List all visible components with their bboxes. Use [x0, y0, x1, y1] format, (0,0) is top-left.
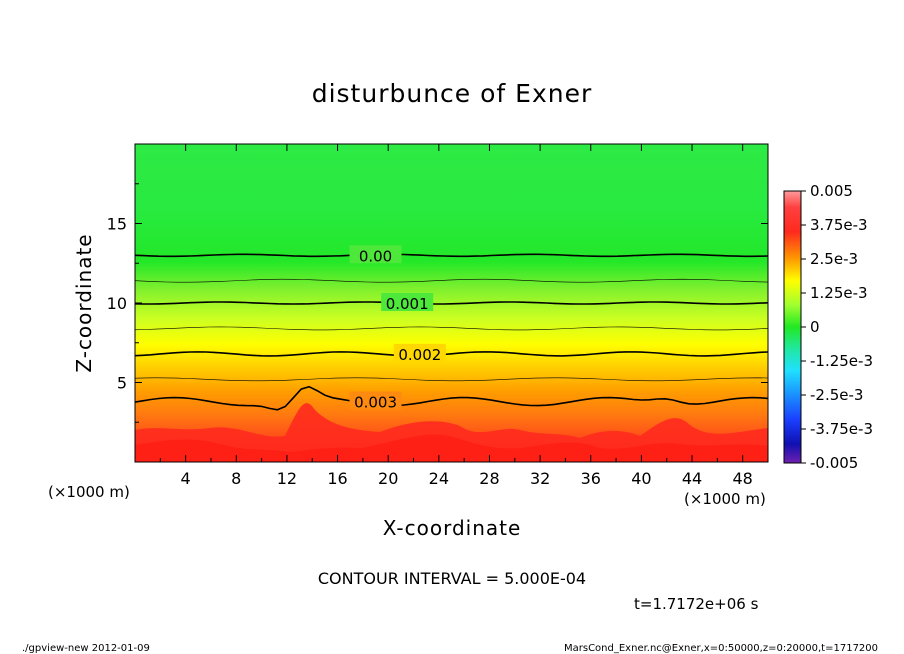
- contour-label: 0.002: [398, 346, 441, 364]
- y-tick-label: 15: [107, 215, 127, 234]
- x-tick-label: 32: [530, 469, 550, 488]
- chart-title: disturbunce of Exner: [312, 79, 593, 108]
- x-tick-label: 44: [682, 469, 702, 488]
- contour-line: [134, 253, 769, 258]
- contour-label: 0.001: [386, 295, 429, 313]
- x-unit-label: (×1000 m): [684, 490, 766, 508]
- x-tick-label: 24: [429, 469, 449, 488]
- colorbar-label: -1.25e-3: [810, 352, 873, 370]
- contour-line-minor: [134, 326, 769, 331]
- contour-label-gap: [381, 293, 434, 311]
- footer-right: MarsCond_Exner.nc@Exner,x=0:50000,z=0:20…: [564, 643, 878, 654]
- y-axis-ticks: 5 10 15: [107, 183, 768, 423]
- footer-left: ./gpview-new 2012-01-09: [22, 643, 150, 654]
- x-axis-label: X-coordinate: [383, 516, 522, 540]
- y-tick-label: 10: [107, 294, 127, 313]
- x-tick-label: 8: [231, 469, 241, 488]
- contour-label: 0.00: [359, 247, 392, 265]
- contour-interval-text: CONTOUR INTERVAL = 5.000E-04: [318, 569, 586, 588]
- contour-labels: 0.00 0.001 0.002 0.003: [349, 245, 446, 412]
- x-tick-label: 28: [479, 469, 499, 488]
- x-tick-label: 4: [181, 469, 191, 488]
- x-axis-ticks: 4 8 12 16 20 24 28 32 36 40 44 48: [159, 144, 753, 488]
- contour-line-minor: [134, 278, 769, 283]
- colorbar-label: 0: [810, 318, 820, 336]
- contour-label: 0.003: [354, 394, 397, 412]
- contour-lines: [134, 253, 769, 411]
- colorbar-labels: 0.005 3.75e-3 2.5e-3 1.25e-3 0 -1.25e-3 -2.5e-…: [801, 182, 873, 472]
- surface-layer-fill: [135, 403, 768, 462]
- contour-label-gap: [393, 343, 446, 362]
- contour-label-gap: [349, 245, 402, 264]
- colorbar-gradient: [783, 190, 802, 464]
- colorbar-label: -0.005: [810, 454, 858, 472]
- colorbar-label: 1.25e-3: [810, 284, 868, 302]
- plot-area: 0.00 0.001 0.002 0.003: [134, 143, 769, 463]
- y-unit-label: (×1000 m): [48, 483, 130, 501]
- contour-line: [134, 385, 769, 411]
- x-tick-label: 12: [277, 469, 297, 488]
- colorbar-label: 2.5e-3: [810, 250, 858, 268]
- colorbar-label: 3.75e-3: [810, 216, 868, 234]
- x-tick-label: 16: [327, 469, 347, 488]
- surface-layer-core: [135, 434, 768, 462]
- colorbar-label: 0.005: [810, 182, 853, 200]
- y-axis-label: Z-coordinate: [72, 233, 96, 372]
- contour-label-gap: [349, 391, 402, 410]
- time-stamp: t=1.7172e+06 s: [634, 595, 759, 613]
- contour-line: [134, 301, 769, 305]
- y-tick-label: 5: [117, 374, 127, 393]
- colorbar-label: -3.75e-3: [810, 420, 873, 438]
- x-tick-label: 20: [378, 469, 398, 488]
- colorbar: 0.005 3.75e-3 2.5e-3 1.25e-3 0 -1.25e-3 -2.5e-…: [783, 182, 873, 472]
- x-tick-label: 48: [733, 469, 753, 488]
- x-tick-label: 40: [631, 469, 651, 488]
- x-tick-label: 36: [581, 469, 601, 488]
- contour-line-minor: [134, 377, 769, 382]
- colorbar-label: -2.5e-3: [810, 386, 863, 404]
- contour-line: [134, 351, 769, 357]
